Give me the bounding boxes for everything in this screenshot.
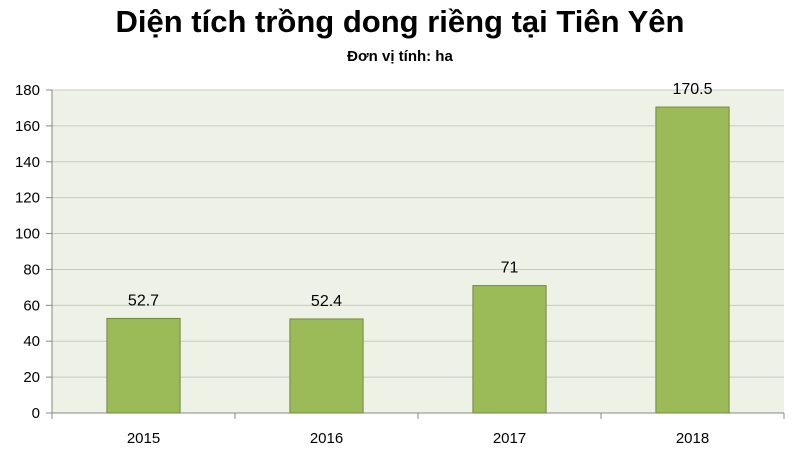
y-tick-label: 60 (23, 297, 40, 314)
bar-2018 (655, 106, 730, 414)
y-tick-label: 80 (23, 261, 40, 278)
y-tick-label: 40 (23, 333, 40, 350)
y-tick-label: 0 (32, 405, 40, 422)
y-tick-label: 180 (15, 82, 40, 99)
x-tick-label-2016: 2016 (310, 430, 343, 447)
y-tick-label: 100 (15, 226, 40, 243)
chart-subtitle: Đơn vị tính: ha (347, 48, 453, 65)
data-label-2016: 52.4 (311, 293, 342, 310)
data-label-2015: 52.7 (128, 292, 159, 309)
chart-title: Diện tích trồng dong riềng tại Tiên Yên (115, 4, 685, 39)
y-tick-label: 160 (15, 118, 40, 135)
bar-2016 (289, 318, 364, 414)
y-tick-label: 20 (23, 369, 40, 386)
y-tick-label: 140 (15, 154, 40, 171)
x-tick-label-2017: 2017 (493, 430, 526, 447)
y-tick-label: 120 (15, 190, 40, 207)
bar-2015 (106, 317, 181, 414)
x-tick-label-2018: 2018 (676, 430, 709, 447)
bar-2017 (472, 285, 547, 414)
data-label-2018: 170.5 (672, 81, 712, 98)
x-tick-label-2015: 2015 (127, 430, 160, 447)
data-label-2017: 71 (501, 260, 519, 277)
